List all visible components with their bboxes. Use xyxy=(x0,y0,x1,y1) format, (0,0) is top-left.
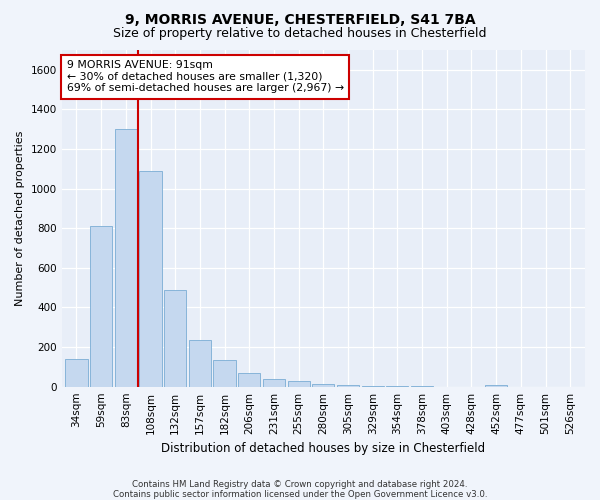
Text: 9, MORRIS AVENUE, CHESTERFIELD, S41 7BA: 9, MORRIS AVENUE, CHESTERFIELD, S41 7BA xyxy=(125,12,475,26)
Text: Contains public sector information licensed under the Open Government Licence v3: Contains public sector information licen… xyxy=(113,490,487,499)
Text: 9 MORRIS AVENUE: 91sqm
← 30% of detached houses are smaller (1,320)
69% of semi-: 9 MORRIS AVENUE: 91sqm ← 30% of detached… xyxy=(67,60,344,94)
Bar xyxy=(139,171,161,386)
Bar xyxy=(263,379,285,386)
Bar xyxy=(164,290,187,386)
Bar xyxy=(189,340,211,386)
Bar xyxy=(485,384,507,386)
Bar xyxy=(238,373,260,386)
Bar xyxy=(312,384,334,386)
Text: Contains HM Land Registry data © Crown copyright and database right 2024.: Contains HM Land Registry data © Crown c… xyxy=(132,480,468,489)
Bar xyxy=(337,385,359,386)
Bar xyxy=(287,381,310,386)
X-axis label: Distribution of detached houses by size in Chesterfield: Distribution of detached houses by size … xyxy=(161,442,485,455)
Y-axis label: Number of detached properties: Number of detached properties xyxy=(15,130,25,306)
Bar xyxy=(115,129,137,386)
Bar xyxy=(65,359,88,386)
Bar xyxy=(214,360,236,386)
Bar xyxy=(90,226,112,386)
Text: Size of property relative to detached houses in Chesterfield: Size of property relative to detached ho… xyxy=(113,28,487,40)
